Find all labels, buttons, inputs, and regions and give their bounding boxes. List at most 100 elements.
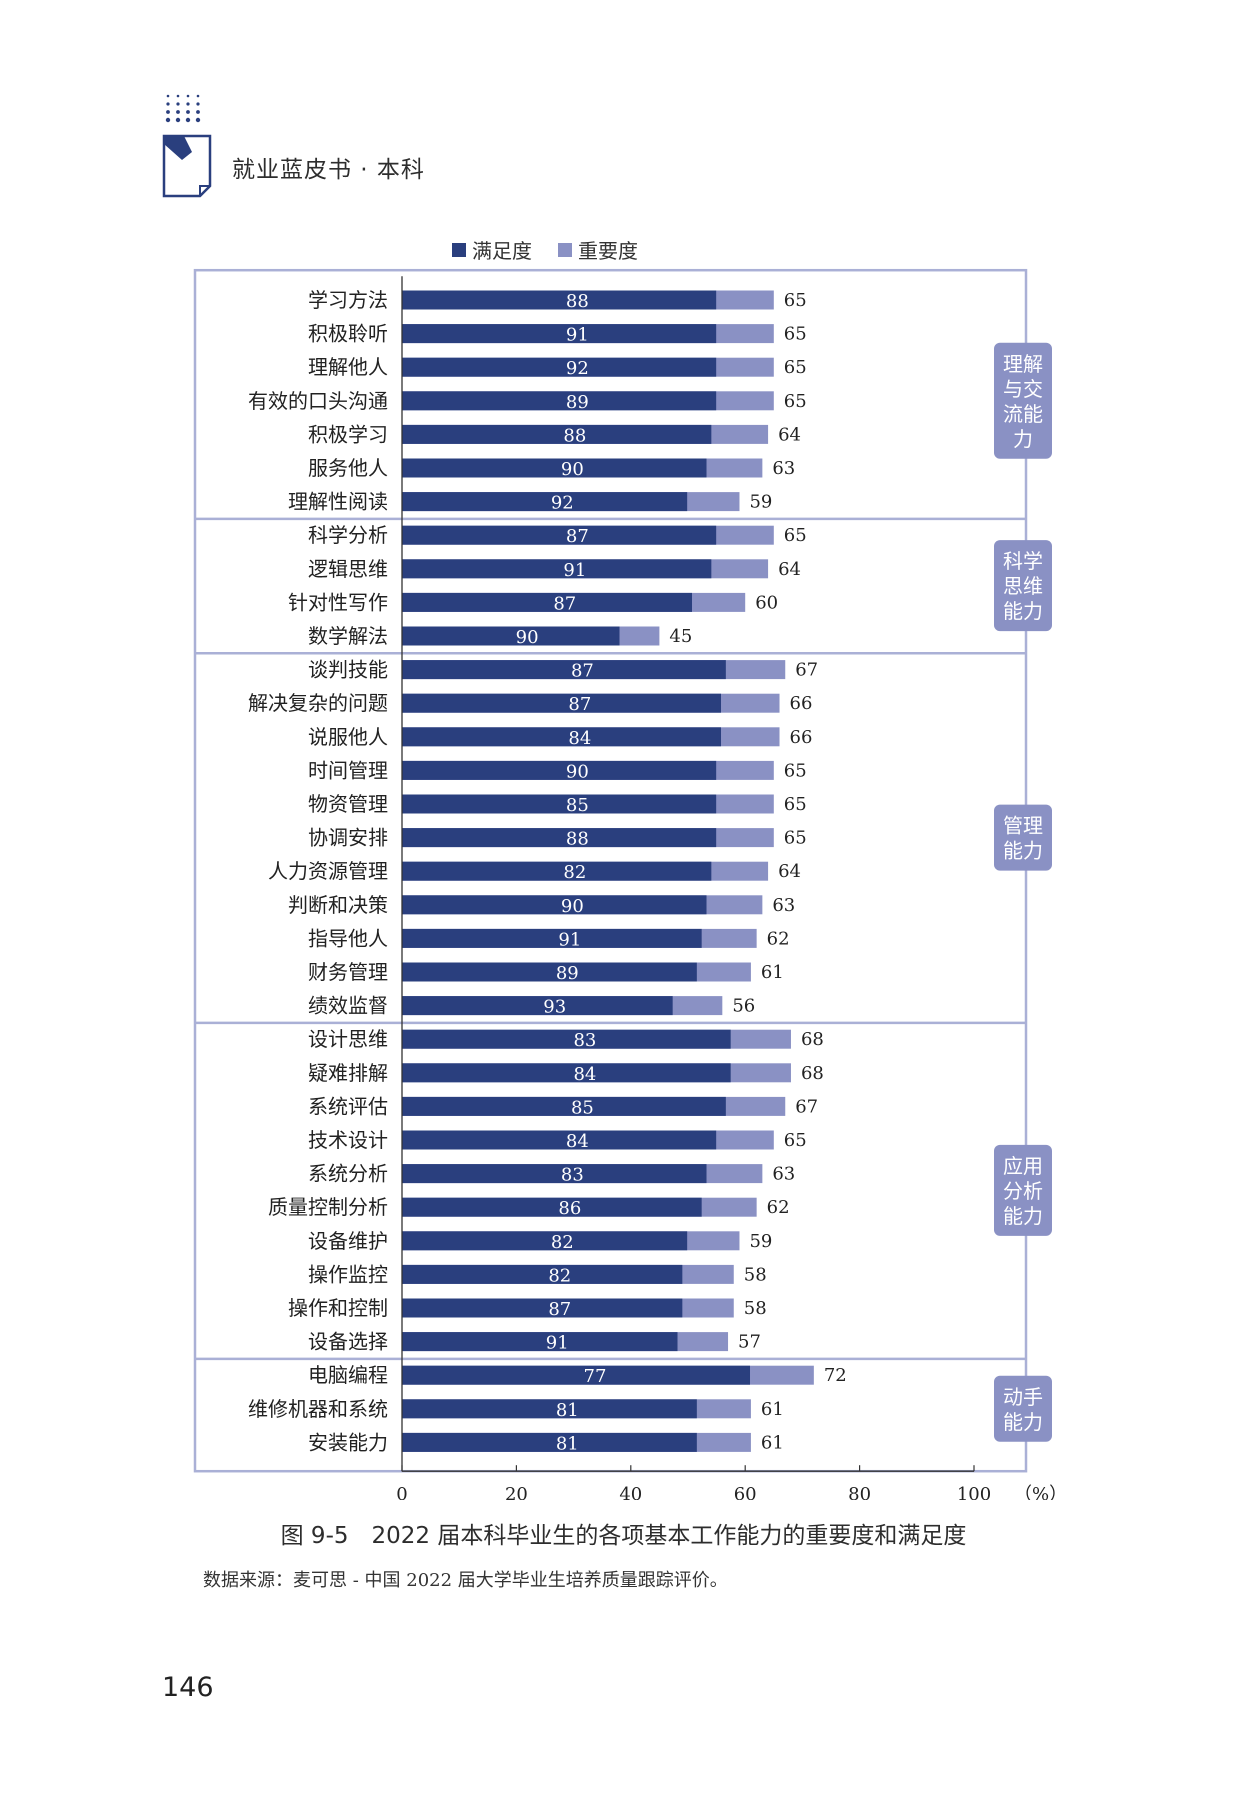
legend-item-importance: 重要度 [558, 235, 638, 264]
importance-value-label: 58 [744, 1298, 767, 1319]
importance-value-label: 63 [772, 895, 795, 916]
category-label: 有效的口头沟通 [248, 389, 388, 413]
satisfaction-bar [402, 1197, 702, 1217]
satisfaction-value-label: 77 [584, 1366, 607, 1387]
category-label: 安装能力 [308, 1430, 388, 1454]
satisfaction-bar [402, 592, 693, 612]
importance-value-label: 63 [772, 1164, 795, 1185]
book-logo-icon [162, 94, 212, 198]
category-label: 财务管理 [308, 960, 388, 984]
group-label-text: 能力 [1003, 1204, 1043, 1228]
satisfaction-value-label: 87 [571, 661, 594, 682]
satisfaction-value-label: 90 [566, 761, 589, 782]
satisfaction-value-label: 84 [568, 728, 591, 749]
satisfaction-value-label: 83 [573, 1030, 596, 1051]
satisfaction-value-label: 92 [566, 358, 589, 379]
category-label: 数学解法 [308, 624, 388, 648]
category-label: 设备维护 [308, 1229, 388, 1253]
category-label: 理解性阅读 [288, 490, 388, 514]
group-label-text: 能力 [1003, 839, 1043, 863]
importance-value-label: 65 [784, 357, 807, 378]
source-note: 数据来源：麦可思 - 中国 2022 届大学毕业生培养质量跟踪评价。 [203, 1570, 728, 1591]
category-label: 维修机器和系统 [248, 1397, 388, 1421]
importance-value-label: 62 [767, 928, 790, 949]
satisfaction-value-label: 91 [563, 560, 586, 581]
importance-value-label: 57 [738, 1332, 761, 1353]
category-label: 质量控制分析 [268, 1195, 388, 1219]
group-label-text: 管理 [1003, 814, 1043, 838]
importance-value-label: 61 [761, 1432, 784, 1453]
legend-swatch-satisfaction [452, 242, 466, 257]
satisfaction-value-label: 89 [556, 963, 579, 984]
category-label: 指导他人 [308, 926, 388, 950]
importance-value-label: 64 [778, 559, 801, 580]
category-label: 人力资源管理 [268, 859, 388, 883]
importance-value-label: 58 [744, 1264, 767, 1285]
satisfaction-bar [402, 458, 707, 478]
satisfaction-bar [402, 794, 717, 814]
category-label: 技术设计 [308, 1128, 388, 1152]
importance-value-label: 61 [761, 962, 784, 983]
satisfaction-value-label: 87 [553, 593, 576, 614]
satisfaction-value-label: 90 [516, 627, 539, 648]
category-label: 针对性写作 [288, 590, 388, 614]
bar-chart: 88 65 学习方法 91 65 积极聆听 92 65 理解他人 89 65 有效的口头沟通 88 64 积… [193, 268, 1067, 1500]
importance-value-label: 65 [784, 1130, 807, 1151]
importance-value-label: 63 [772, 458, 795, 479]
satisfaction-bar [402, 290, 717, 310]
group-label-text: 应用 [1003, 1154, 1043, 1178]
x-tick-label: 40 [619, 1484, 642, 1500]
group-label-text: 能力 [1003, 599, 1043, 623]
satisfaction-value-label: 87 [566, 526, 589, 547]
satisfaction-value-label: 90 [561, 896, 584, 917]
importance-value-label: 60 [755, 592, 778, 613]
group-label-box [994, 342, 1052, 459]
category-label: 学习方法 [308, 288, 388, 312]
group-label-text: 流能 [1003, 402, 1043, 426]
satisfaction-bar [402, 928, 702, 948]
category-label: 操作和控制 [288, 1296, 388, 1320]
satisfaction-bar [402, 357, 717, 377]
satisfaction-bar [402, 760, 717, 780]
category-label: 系统分析 [308, 1162, 388, 1186]
satisfaction-bar [402, 895, 707, 915]
importance-value-label: 65 [784, 828, 807, 849]
satisfaction-bar [402, 996, 673, 1016]
running-header: 就业蓝皮书 · 本科 [232, 157, 425, 183]
satisfaction-bar [402, 559, 712, 579]
category-label: 服务他人 [308, 456, 388, 480]
importance-value-label: 67 [795, 660, 818, 681]
group-label-box [994, 540, 1052, 632]
category-label: 科学分析 [308, 523, 388, 547]
importance-value-label: 62 [767, 1197, 790, 1218]
x-tick-label: 20 [505, 1484, 528, 1500]
x-unit-label: （%） [1014, 1484, 1067, 1500]
category-label: 设备选择 [308, 1330, 388, 1354]
figure-caption: 图 9-5 2022 届本科毕业生的各项基本工作能力的重要度和满足度 [280, 1523, 967, 1549]
satisfaction-value-label: 87 [548, 1299, 571, 1320]
importance-value-label: 66 [790, 727, 813, 748]
importance-value-label: 65 [784, 794, 807, 815]
satisfaction-bar [402, 1029, 731, 1049]
legend-label-importance: 重要度 [578, 239, 638, 263]
satisfaction-bar [402, 861, 712, 881]
satisfaction-value-label: 84 [566, 1131, 589, 1152]
satisfaction-bar [402, 1130, 717, 1150]
satisfaction-value-label: 88 [566, 829, 589, 850]
importance-value-label: 68 [801, 1063, 824, 1084]
category-label: 电脑编程 [308, 1363, 388, 1387]
importance-value-label: 65 [784, 391, 807, 412]
satisfaction-bar [402, 1399, 697, 1419]
category-label: 时间管理 [308, 758, 388, 782]
importance-value-label: 45 [669, 626, 692, 647]
satisfaction-bar [402, 727, 722, 747]
satisfaction-bar [402, 1231, 688, 1251]
importance-value-label: 72 [824, 1365, 847, 1386]
importance-value-label: 65 [784, 290, 807, 311]
importance-value-label: 64 [778, 861, 801, 882]
group-label-text: 能力 [1003, 1410, 1043, 1434]
category-label: 谈判技能 [308, 658, 388, 682]
satisfaction-value-label: 88 [563, 425, 586, 446]
category-label: 逻辑思维 [308, 557, 388, 581]
satisfaction-bar [402, 962, 697, 982]
